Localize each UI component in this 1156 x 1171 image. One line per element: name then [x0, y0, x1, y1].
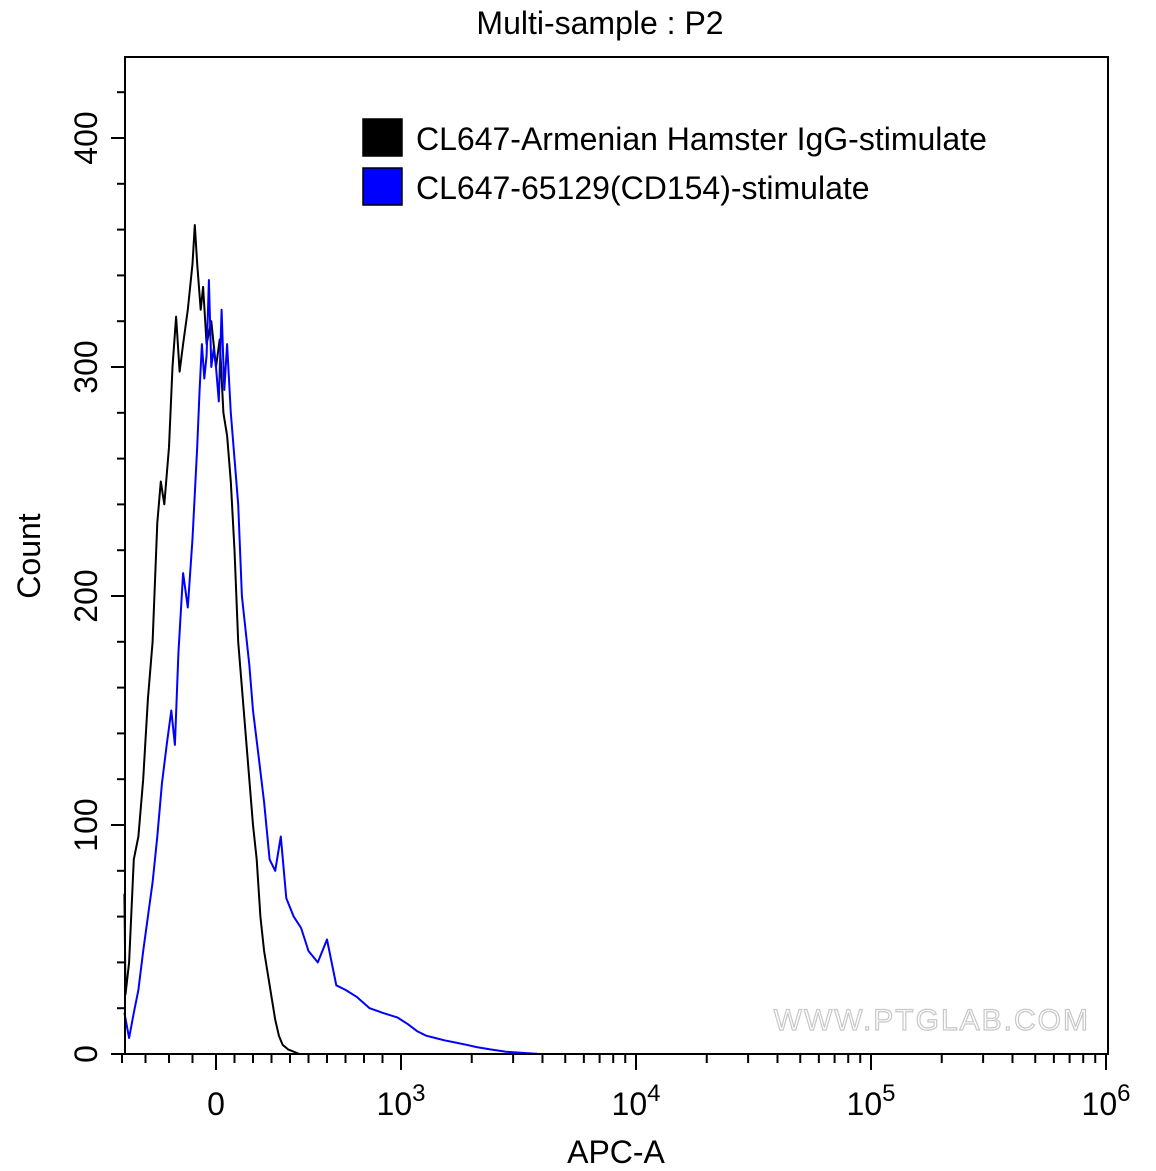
y-axis-label: Count	[11, 513, 47, 599]
y-tick-label: 400	[68, 111, 104, 164]
y-axis: 0 100 200 300 400	[68, 91, 125, 1063]
chart-title: Multi-sample : P2	[476, 5, 723, 41]
y-tick-label: 0	[68, 1045, 104, 1063]
legend-label: CL647-65129(CD154)-stimulate	[416, 170, 870, 206]
plot-area	[123, 224, 540, 1055]
x-axis: 0 103 104 105 106	[121, 1054, 1131, 1122]
legend: CL647-Armenian Hamster IgG-stimulate CL64…	[362, 118, 987, 206]
series-line-1	[123, 279, 540, 1055]
legend-swatch	[362, 118, 403, 157]
x-tick-label: 0	[207, 1086, 225, 1122]
y-tick-label: 300	[68, 340, 104, 393]
x-tick-label: 105	[847, 1080, 896, 1122]
watermark-text: WWW.PTGLAB.COM	[774, 1004, 1090, 1037]
y-tick-label: 200	[68, 569, 104, 622]
x-tick-label: 104	[612, 1080, 661, 1122]
legend-swatch	[362, 167, 403, 206]
x-tick-label: 106	[1082, 1080, 1131, 1122]
legend-label: CL647-Armenian Hamster IgG-stimulate	[416, 121, 987, 157]
x-axis-label: APC-A	[567, 1134, 665, 1170]
series-line-0	[123, 224, 300, 1055]
y-tick-label: 100	[68, 798, 104, 851]
x-tick-label: 103	[377, 1080, 426, 1122]
plot-frame	[124, 56, 1109, 1055]
